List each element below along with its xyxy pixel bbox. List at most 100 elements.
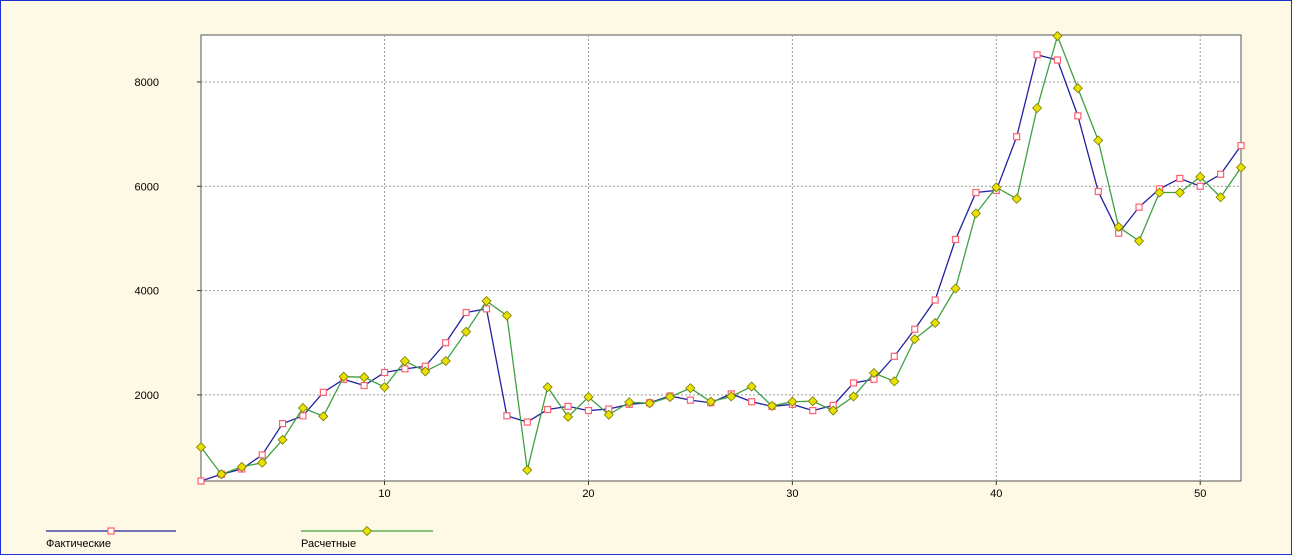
data-point [379, 382, 390, 393]
legend-marker [107, 527, 115, 535]
data-point [685, 383, 696, 394]
data-point [1195, 171, 1206, 182]
data-point [931, 296, 939, 304]
data-point [1074, 112, 1082, 120]
data-point [807, 396, 818, 407]
x-tick-label: 30 [786, 488, 798, 500]
legend-label: Фактические [46, 538, 111, 550]
grid-lines [201, 35, 1241, 481]
series-2 [195, 30, 1247, 480]
x-tick-label: 40 [990, 488, 1002, 500]
data-point [338, 371, 349, 382]
data-point [624, 397, 635, 408]
data-point [1094, 187, 1102, 196]
data-point [564, 402, 572, 411]
data-point [197, 477, 205, 485]
data-point [462, 308, 470, 317]
data-point [380, 368, 389, 377]
data-point [1072, 83, 1083, 94]
data-point [809, 406, 817, 415]
y-tick-label: 4000 [135, 286, 159, 298]
data-point [972, 188, 980, 197]
y-tick-label: 6000 [135, 181, 159, 193]
data-point [848, 391, 859, 402]
data-point [1235, 162, 1247, 173]
data-point [1174, 187, 1185, 198]
data-point [991, 182, 1002, 193]
data-point [911, 325, 919, 333]
data-point [1133, 235, 1145, 247]
x-tick-label: 50 [1194, 488, 1206, 500]
data-point [278, 420, 287, 428]
data-point [542, 382, 553, 393]
data-point [195, 442, 207, 453]
data-point [726, 391, 737, 402]
data-point [503, 412, 511, 420]
data-point [1215, 192, 1226, 203]
data-point [686, 396, 695, 404]
plot-area [200, 34, 1242, 482]
data-point [1032, 102, 1043, 114]
data-point [1011, 193, 1022, 204]
data-point [1196, 182, 1204, 190]
data-point [318, 411, 329, 422]
data-point [1093, 135, 1104, 146]
data-point [544, 405, 552, 414]
data-point [277, 434, 288, 445]
data-point [258, 451, 266, 459]
data-point [461, 326, 472, 337]
data-point [787, 396, 798, 407]
data-point [828, 405, 839, 416]
data-point [299, 412, 307, 420]
legend-label: Расчетные [301, 538, 356, 550]
data-point [440, 355, 451, 367]
data-point [849, 379, 858, 387]
data-point [401, 365, 409, 373]
data-point [216, 469, 227, 480]
series-line [200, 54, 1242, 482]
data-point [523, 418, 531, 426]
data-point [930, 317, 941, 329]
data-point [664, 391, 676, 403]
data-point [1053, 56, 1062, 64]
data-point [562, 411, 574, 422]
data-point [481, 295, 492, 307]
data-point [319, 388, 327, 396]
data-point [1135, 203, 1143, 211]
data-point [1013, 133, 1021, 141]
data-point [950, 283, 961, 294]
legend-item-1: Фактические [46, 527, 176, 550]
data-point [644, 398, 655, 409]
series-line [200, 34, 1242, 475]
data-point [951, 235, 960, 244]
data-point [522, 464, 533, 476]
data-point [1176, 174, 1184, 183]
data-point [583, 391, 594, 403]
legend-marker [361, 525, 373, 537]
data-point [970, 208, 981, 219]
y-tick-label: 2000 [135, 390, 159, 402]
data-point [297, 402, 309, 414]
data-point [501, 310, 512, 321]
data-point [747, 398, 756, 406]
data-point [889, 376, 900, 387]
axis-ticks: 10 20 30 40 50 2000 4000 6000 8000 [135, 77, 1207, 500]
data-point [257, 457, 268, 468]
data-point [1052, 30, 1063, 42]
data-point [868, 367, 880, 379]
data-point [1154, 187, 1165, 198]
data-point [482, 305, 491, 313]
data-point [1033, 51, 1041, 59]
data-point [746, 381, 757, 392]
data-point [359, 372, 370, 383]
data-point [890, 352, 898, 360]
data-point [1113, 221, 1124, 233]
x-tick-label: 10 [378, 488, 390, 500]
legend-item-2: Расчетные [301, 525, 433, 550]
data-point [766, 400, 778, 411]
series-layer [195, 30, 1247, 485]
data-point [584, 406, 593, 415]
data-point [909, 334, 920, 345]
